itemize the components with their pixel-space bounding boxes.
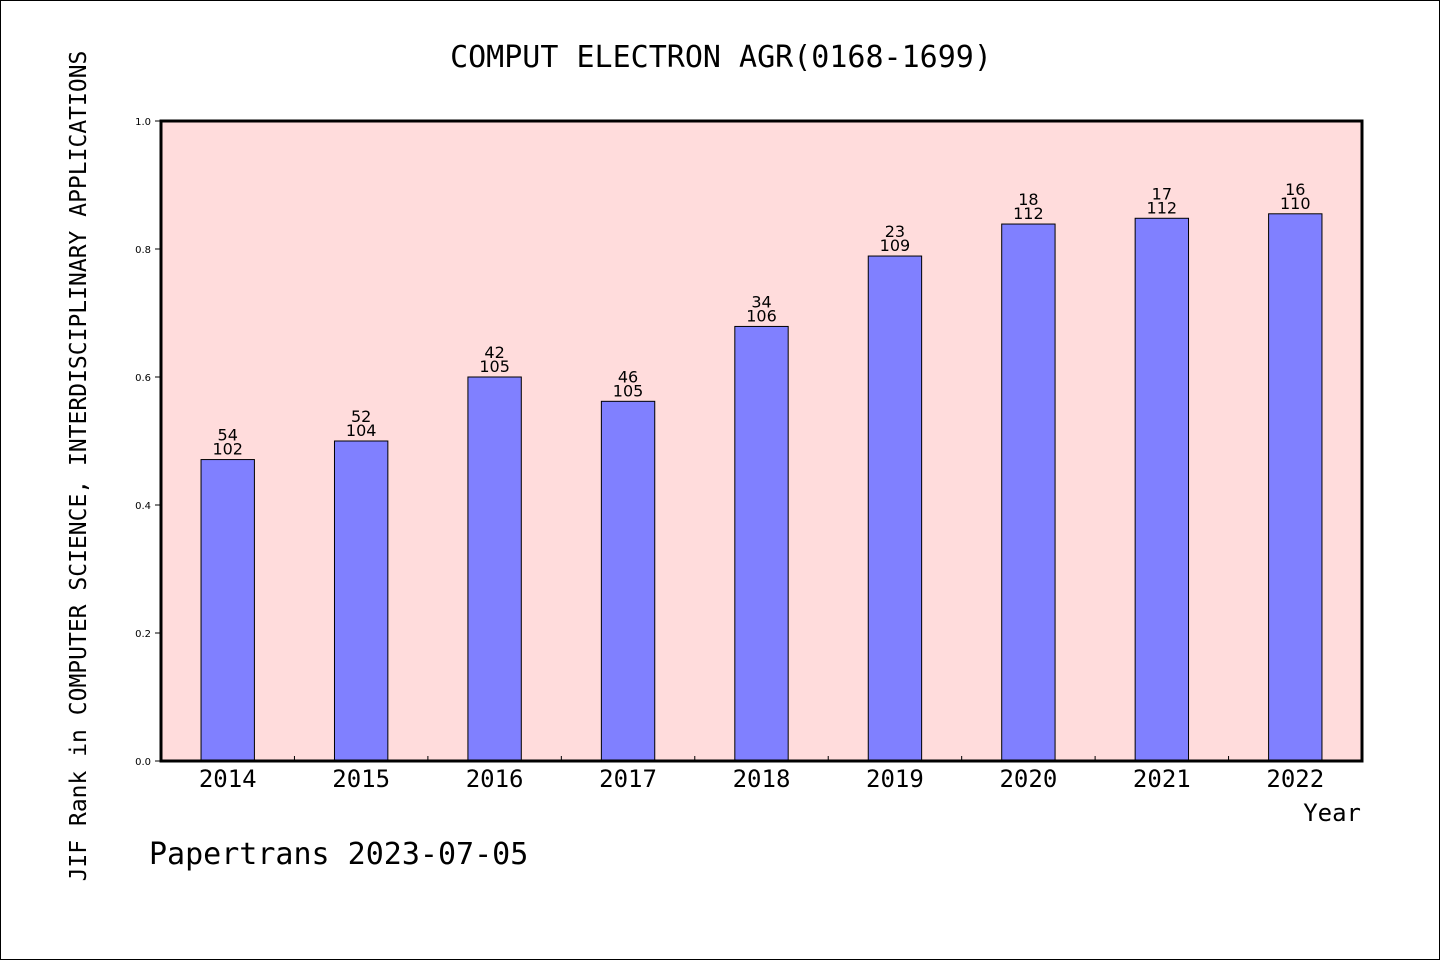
data-label-rank: 16 bbox=[1285, 180, 1305, 199]
chart-title: COMPUT ELECTRON AGR(0168-1699) bbox=[450, 40, 992, 75]
data-label-total: 106 bbox=[746, 306, 777, 325]
data-label-rank: 34 bbox=[751, 292, 771, 311]
data-label-total: 109 bbox=[880, 236, 911, 255]
y-tick-label: 0.6 bbox=[135, 373, 151, 384]
data-label-total: 110 bbox=[1280, 194, 1311, 213]
bar-2021 bbox=[1134, 217, 1190, 762]
data-label-rank: 54 bbox=[218, 426, 238, 445]
bar-2022 bbox=[1268, 213, 1323, 762]
y-tick-label: 0.4 bbox=[135, 501, 151, 512]
x-tick-label: 2016 bbox=[466, 765, 524, 793]
data-label-total: 112 bbox=[1147, 198, 1178, 217]
data-label-total: 102 bbox=[212, 440, 243, 459]
bar-2018 bbox=[734, 325, 789, 762]
plot-frame bbox=[159, 119, 1364, 763]
x-tick-label: 2020 bbox=[999, 765, 1057, 793]
bar-2017 bbox=[600, 400, 656, 762]
y-tick-label: 0.0 bbox=[135, 757, 151, 768]
bar-2015 bbox=[333, 440, 389, 762]
y-tick-label: 0.2 bbox=[135, 629, 151, 640]
x-tick-label: 2018 bbox=[733, 765, 791, 793]
y-axis-label: JIF Rank in COMPUTER SCIENCE, INTERDISCI… bbox=[66, 51, 92, 882]
y-tick-label: 1.0 bbox=[135, 117, 151, 128]
data-label-rank: 17 bbox=[1152, 184, 1172, 203]
bar-2016 bbox=[467, 376, 522, 762]
plot-area: 0.00.20.40.60.81.05410220145210420154210… bbox=[135, 117, 1364, 793]
data-label-total: 105 bbox=[479, 357, 510, 376]
bar-2020 bbox=[1001, 223, 1056, 762]
x-tick-label: 2015 bbox=[332, 765, 390, 793]
bar-2019 bbox=[867, 255, 923, 762]
x-tick-label: 2022 bbox=[1266, 765, 1324, 793]
data-label-total: 112 bbox=[1013, 204, 1044, 223]
data-label-total: 105 bbox=[613, 381, 644, 400]
x-tick-label: 2021 bbox=[1133, 765, 1191, 793]
data-label-rank: 46 bbox=[618, 367, 638, 386]
data-label-rank: 42 bbox=[484, 343, 504, 362]
footer-credit: Papertrans 2023-07-05 bbox=[149, 837, 528, 872]
data-label-total: 104 bbox=[346, 421, 377, 440]
x-tick-label: 2019 bbox=[866, 765, 924, 793]
data-label-rank: 18 bbox=[1018, 190, 1038, 209]
x-tick-label: 2017 bbox=[599, 765, 657, 793]
x-axis-label: Year bbox=[1303, 799, 1361, 827]
x-tick-label: 2014 bbox=[199, 765, 257, 793]
data-label-rank: 52 bbox=[351, 407, 371, 426]
data-label-rank: 23 bbox=[885, 222, 905, 241]
y-tick-label: 0.8 bbox=[135, 245, 151, 256]
bar-2014 bbox=[200, 459, 255, 762]
